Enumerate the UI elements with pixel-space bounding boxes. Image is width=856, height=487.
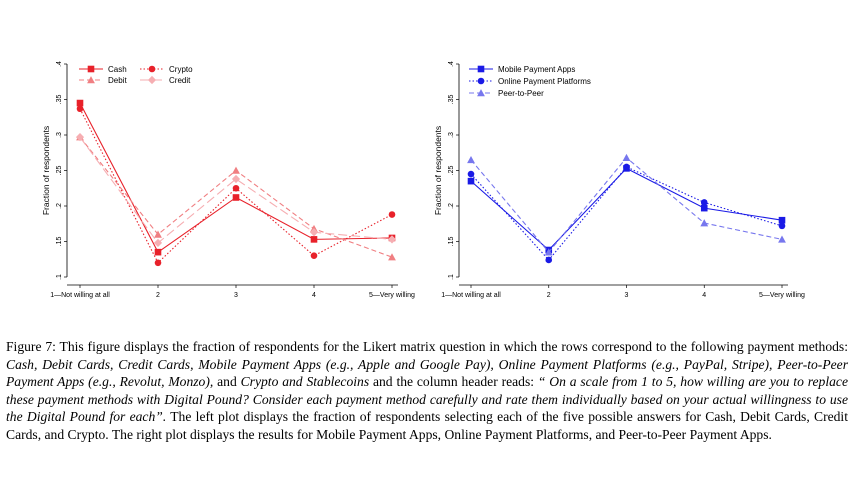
x-tick-label: 4 — [702, 292, 706, 299]
series-line-online-payment-platforms — [470, 166, 783, 261]
y-tick-label: .15 — [448, 237, 455, 247]
x-tick-label: 5—Very willing — [759, 292, 805, 299]
series-line-credit — [79, 136, 393, 244]
data-point-crypto — [388, 211, 396, 218]
y-tick-label: .35 — [56, 95, 63, 105]
data-point-online-payment-platforms — [778, 222, 786, 230]
x-tick-label: 4 — [312, 292, 316, 299]
legend-marker-mobile-payment-apps — [477, 65, 485, 73]
right-plot: .1 .15 .2 .25 .3 .35 .4 Fraction of respondents… — [433, 61, 805, 299]
y-tick-label: .15 — [56, 237, 63, 247]
left-plot: .1 .15 .2 .25 .3 .35 .4 Fraction of respondents… — [41, 61, 415, 299]
legend-label-crypto: Crypto — [169, 65, 193, 74]
data-point-online-payment-platforms — [545, 256, 553, 264]
data-point-cash — [232, 194, 240, 201]
x-tick-label: 2 — [547, 292, 551, 299]
y-tick-label: .2 — [448, 203, 455, 209]
caption-crypto: Crypto and Stablecoins — [240, 374, 370, 390]
data-point-cash — [310, 236, 318, 243]
y-tick-label: .4 — [56, 61, 63, 67]
legend-label-credit: Credit — [169, 76, 191, 85]
legend-marker-peer-to-peer — [477, 89, 485, 97]
data-point-online-payment-platforms — [623, 163, 630, 171]
y-tick-label: .25 — [56, 166, 63, 176]
caption-lead: Figure 7: This figure displays the fract… — [6, 339, 848, 354]
data-point-cash — [154, 248, 162, 256]
legend-marker-cash — [87, 65, 95, 73]
x-tick-label: 1—Not willing at all — [50, 292, 110, 299]
caption-quote: “ On a scale from 1 to 5, how willing ar… — [6, 374, 848, 425]
y-tick-label: .3 — [56, 132, 63, 138]
caption-mid: and the column header reads: — [369, 374, 538, 390]
data-point-cash — [76, 99, 84, 107]
legend-label-debit: Debit — [108, 76, 127, 85]
y-tick-label: .2 — [56, 203, 63, 209]
legend: Cash Crypto Debit Credit — [79, 65, 193, 85]
data-point-mobile-payment-apps — [467, 177, 475, 185]
data-point-peer-to-peer — [700, 219, 709, 227]
data-point-debit — [154, 230, 162, 238]
data-point-crypto — [310, 252, 318, 259]
data-point-peer-to-peer — [778, 235, 786, 243]
data-point-peer-to-peer — [467, 155, 475, 164]
x-tick-label: 5—Very willing — [369, 292, 415, 299]
data-point-mobile-payment-apps — [700, 204, 708, 212]
y-tick-label: .25 — [448, 166, 455, 176]
data-point-credit — [309, 228, 319, 237]
legend-label-mobile-payment-apps: Mobile Payment Apps — [498, 65, 575, 74]
y-tick-label: .1 — [56, 274, 63, 280]
series-line-mobile-payment-apps — [470, 167, 783, 251]
legend-marker-credit — [147, 75, 157, 85]
data-point-credit — [387, 235, 397, 244]
x-tick-label: 2 — [156, 292, 160, 299]
y-tick-label: .35 — [448, 95, 455, 105]
x-tick-label: 1—Not willing at all — [441, 292, 501, 299]
data-point-credit — [153, 238, 163, 248]
data-point-peer-to-peer — [622, 153, 631, 162]
legend-marker-crypto — [148, 65, 156, 73]
caption-tail: The left plot displays the fraction of r… — [6, 409, 848, 442]
legend-marker-debit — [87, 76, 95, 84]
caption-and: and — [213, 374, 241, 390]
data-point-online-payment-platforms — [467, 170, 475, 178]
series-line-peer-to-peer — [470, 156, 783, 254]
data-point-credit — [231, 174, 241, 184]
legend-label-peer-to-peer: Peer-to-Peer — [498, 89, 544, 98]
data-point-debit — [232, 166, 240, 174]
y-tick-label: .1 — [448, 274, 455, 280]
figure-caption: Figure 7: This figure displays the fract… — [6, 338, 848, 444]
y-axis-label: Fraction of respondents — [41, 126, 51, 215]
legend-label-online-payment-platforms: Online Payment Platforms — [498, 77, 591, 86]
data-point-crypto — [232, 184, 240, 192]
caption-methods: Cash, Debit Cards, Credit Cards, Mobile … — [6, 356, 848, 390]
x-tick-label: 3 — [625, 292, 629, 299]
legend-marker-online-payment-platforms — [477, 77, 485, 85]
y-tick-label: .3 — [448, 132, 455, 138]
data-point-debit — [388, 253, 396, 261]
y-axis-label: Fraction of respondents — [433, 126, 443, 215]
figure: .1 .15 .2 .25 .3 .35 .4 Fraction of respondents… — [41, 61, 805, 299]
data-point-online-payment-platforms — [700, 199, 708, 206]
data-point-crypto — [154, 259, 162, 267]
data-point-peer-to-peer — [544, 248, 553, 256]
y-tick-label: .4 — [448, 61, 455, 67]
data-point-mobile-payment-apps — [778, 216, 786, 224]
data-point-credit — [75, 133, 85, 142]
legend-label-cash: Cash — [108, 65, 127, 74]
data-point-crypto — [76, 105, 84, 113]
legend: Mobile Payment Apps Online Payment Platfo… — [469, 65, 591, 98]
x-tick-label: 3 — [234, 292, 238, 299]
